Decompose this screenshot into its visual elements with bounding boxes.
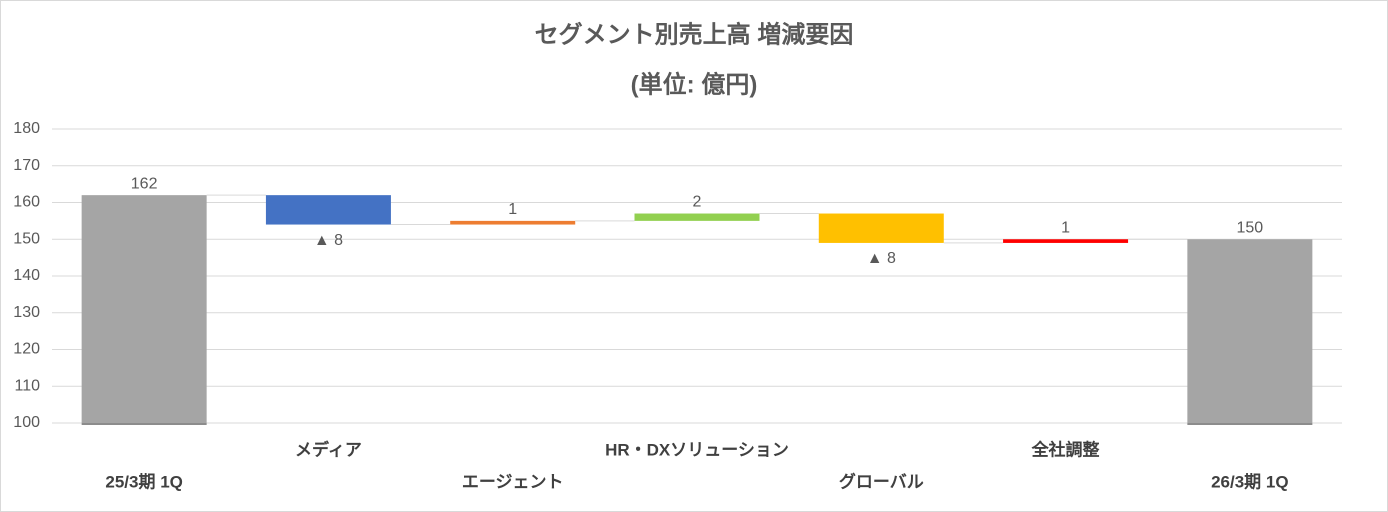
y-tick-label: 100 (13, 414, 40, 431)
x-tick-label: 25/3期 1Q (105, 472, 183, 491)
y-tick-label: 140 (13, 267, 40, 284)
bar (818, 213, 944, 243)
bar (81, 195, 207, 423)
x-tick-label: 全社調整 (1031, 439, 1100, 459)
value-label: ▲ 8 (314, 232, 343, 249)
x-tick-label: グローバル (839, 471, 924, 491)
value-label: 2 (693, 194, 702, 211)
x-tick-label: メディア (295, 439, 362, 459)
x-tick-label: 26/3期 1Q (1211, 472, 1289, 491)
y-tick-label: 160 (13, 194, 40, 211)
bar (265, 195, 391, 225)
chart-subtitle: (単位: 億円) (631, 70, 758, 98)
value-label: 1 (1061, 219, 1070, 236)
x-tick-label: HR・DXソリューション (605, 440, 789, 459)
value-label: ▲ 8 (867, 250, 896, 267)
y-tick-label: 150 (13, 230, 40, 247)
bar (1187, 239, 1313, 423)
value-label: 162 (131, 175, 158, 192)
x-tick-label: エージェント (462, 472, 564, 491)
value-label: 150 (1237, 219, 1264, 236)
chart-title: セグメント別売上高 増減要因 (535, 20, 854, 48)
value-label: 1 (508, 201, 517, 218)
bar (1003, 239, 1129, 243)
y-tick-label: 110 (14, 377, 40, 394)
y-tick-label: 130 (13, 304, 40, 321)
y-tick-label: 120 (13, 341, 40, 358)
bar (450, 220, 576, 225)
bar (634, 213, 760, 221)
y-tick-label: 170 (13, 157, 40, 174)
y-tick-label: 180 (13, 120, 40, 137)
